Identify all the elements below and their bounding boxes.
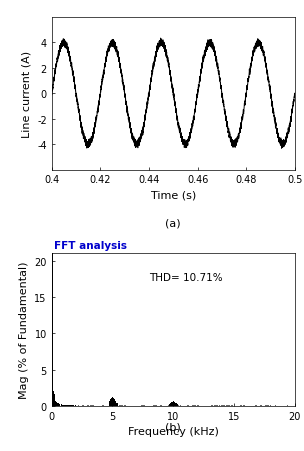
Text: (b): (b): [165, 421, 181, 431]
Text: THD= 10.71%: THD= 10.71%: [149, 272, 222, 282]
Bar: [255, 405, 257, 406]
Bar: [57, 403, 58, 406]
Bar: [223, 405, 225, 406]
Bar: [267, 405, 269, 406]
Bar: [171, 402, 172, 406]
Bar: [176, 403, 177, 406]
Bar: [74, 405, 75, 406]
Bar: [71, 405, 72, 406]
Bar: [59, 404, 60, 406]
Bar: [55, 401, 56, 406]
Bar: [216, 405, 218, 406]
Bar: [287, 405, 288, 406]
Bar: [109, 405, 111, 406]
Bar: [192, 405, 194, 406]
Bar: [175, 405, 177, 406]
Bar: [155, 405, 157, 406]
Text: FFT analysis: FFT analysis: [54, 241, 127, 251]
Bar: [226, 405, 228, 406]
Bar: [110, 399, 111, 406]
Bar: [68, 405, 69, 406]
Bar: [73, 405, 74, 406]
Bar: [174, 402, 175, 406]
Bar: [270, 405, 271, 406]
Bar: [53, 391, 54, 406]
Bar: [170, 405, 172, 406]
Bar: [172, 402, 173, 406]
Bar: [61, 405, 62, 406]
Bar: [60, 405, 61, 406]
X-axis label: Time (s): Time (s): [151, 190, 196, 201]
Bar: [170, 403, 171, 406]
Bar: [63, 405, 64, 406]
Bar: [66, 405, 67, 406]
Bar: [75, 405, 76, 406]
Bar: [67, 405, 68, 406]
Bar: [141, 405, 143, 406]
Text: (a): (a): [165, 218, 181, 228]
Bar: [243, 405, 245, 406]
Bar: [177, 405, 179, 406]
Bar: [211, 405, 213, 406]
Bar: [114, 399, 115, 406]
Y-axis label: Mag (% of Fundamental): Mag (% of Fundamental): [19, 261, 29, 398]
Bar: [187, 405, 189, 406]
Bar: [69, 405, 70, 406]
Bar: [143, 405, 145, 406]
Bar: [78, 405, 79, 406]
Bar: [72, 405, 73, 406]
Bar: [117, 404, 118, 406]
Bar: [58, 404, 59, 406]
Bar: [56, 402, 57, 406]
Bar: [116, 403, 117, 406]
Bar: [54, 394, 55, 406]
Bar: [231, 405, 233, 406]
Bar: [62, 405, 63, 406]
X-axis label: Frequency (kHz): Frequency (kHz): [128, 426, 219, 436]
Bar: [111, 398, 112, 406]
Bar: [64, 405, 65, 406]
Bar: [180, 405, 181, 406]
Bar: [177, 404, 178, 406]
Bar: [52, 254, 53, 406]
Bar: [70, 405, 71, 406]
Bar: [169, 404, 170, 406]
Bar: [115, 400, 116, 406]
Bar: [82, 405, 84, 406]
Bar: [109, 400, 110, 406]
Bar: [175, 403, 176, 406]
Bar: [228, 405, 230, 406]
Y-axis label: Line current (A): Line current (A): [22, 51, 32, 138]
Bar: [173, 401, 174, 406]
Bar: [275, 405, 276, 406]
Bar: [112, 397, 113, 406]
Bar: [113, 398, 114, 406]
Bar: [65, 405, 66, 406]
